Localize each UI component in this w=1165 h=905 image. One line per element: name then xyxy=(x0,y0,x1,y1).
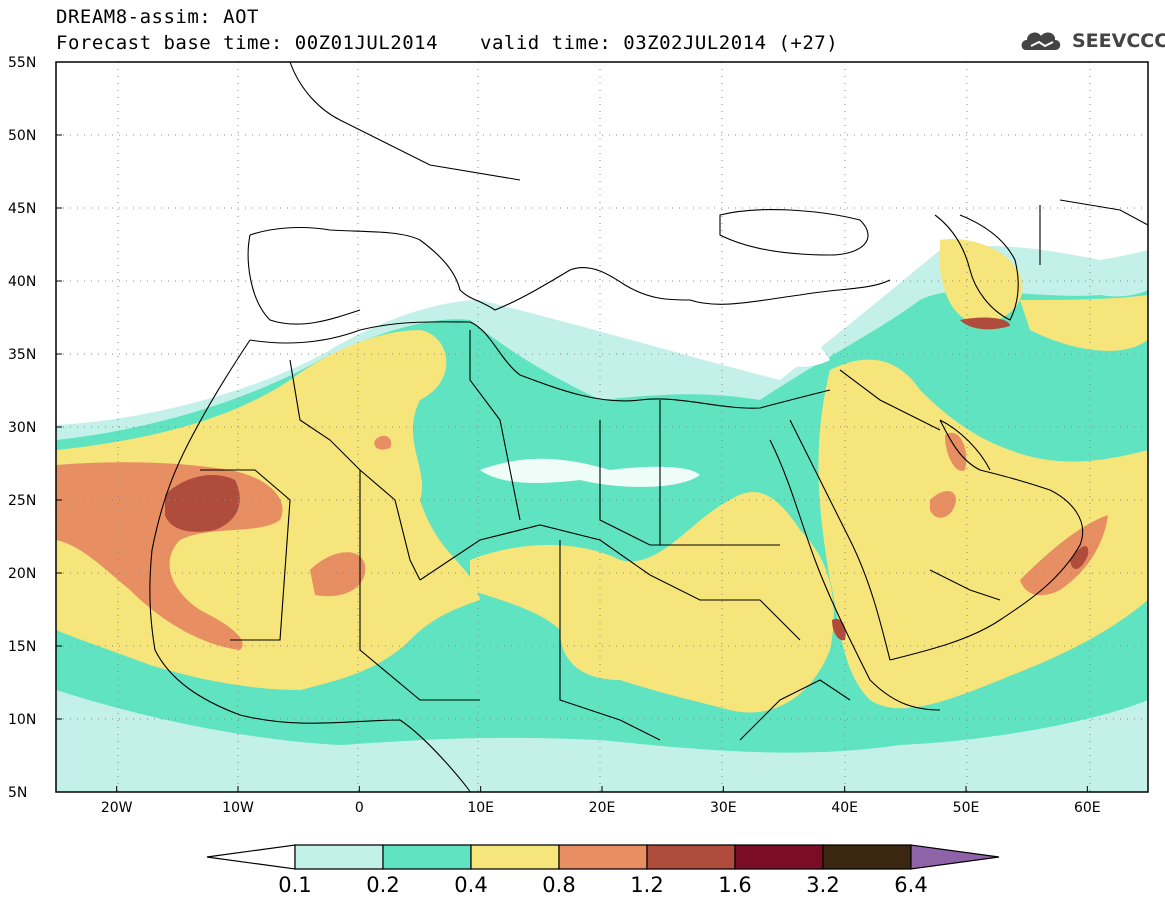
colorbar-swatch xyxy=(822,844,912,870)
valid-time: valid time: 03Z02JUL2014 (+27) xyxy=(480,32,839,54)
lon-tick-label: 40E xyxy=(831,800,858,816)
colorbar-label: 3.2 xyxy=(806,873,839,897)
lat-tick-label: 50N xyxy=(8,128,36,144)
lon-tick-label: 20E xyxy=(589,800,616,816)
lon-tick-label: 20W xyxy=(101,800,133,816)
lon-tick-label: 10E xyxy=(467,800,494,816)
colorbar-label: 0.2 xyxy=(366,873,399,897)
lon-tick-label: 0 xyxy=(355,800,364,816)
colorbar-low-arrow xyxy=(206,844,296,870)
colorbar-swatch xyxy=(470,844,560,870)
lon-tick-label: 60E xyxy=(1074,800,1101,816)
chart-title: DREAM8-assim: AOT xyxy=(56,6,259,28)
colorbar-swatch xyxy=(558,844,648,870)
colorbar-label: 0.4 xyxy=(454,873,487,897)
lat-tick-label: 45N xyxy=(8,201,36,217)
colorbar-label: 1.6 xyxy=(718,873,751,897)
colorbar-high-arrow xyxy=(910,844,1000,870)
logo-text: SEEVCCC xyxy=(1072,30,1165,52)
cloud-logo-icon xyxy=(1021,32,1061,50)
lon-tick-label: 30E xyxy=(710,800,737,816)
aot-level-0.4-central xyxy=(470,491,834,713)
lat-tick-label: 40N xyxy=(8,274,36,290)
colorbar-label: 0.8 xyxy=(542,873,575,897)
lat-tick-label: 25N xyxy=(8,493,36,509)
lat-tick-label: 20N xyxy=(8,566,36,582)
aot-level-1.2 xyxy=(165,475,240,532)
colorbar-label: 0.1 xyxy=(278,873,311,897)
lon-tick-label: 10W xyxy=(222,800,254,816)
colorbar-swatch xyxy=(734,844,824,870)
colorbar-swatch xyxy=(294,844,384,870)
coastlines xyxy=(149,62,1148,792)
lat-tick-label: 55N xyxy=(8,55,36,71)
lat-tick-label: 35N xyxy=(8,347,36,363)
lat-tick-label: 10N xyxy=(8,712,36,728)
lon-tick-label: 50E xyxy=(953,800,980,816)
aot-level-0.4-east xyxy=(818,359,1148,709)
colorbar-swatch xyxy=(646,844,736,870)
lat-tick-label: 15N xyxy=(8,639,36,655)
colorbar-label: 6.4 xyxy=(894,873,927,897)
colorbar-label: 1.2 xyxy=(630,873,663,897)
lat-tick-label: 30N xyxy=(8,420,36,436)
lat-tick-label: 5N xyxy=(8,785,27,801)
colorbar-swatch xyxy=(382,844,472,870)
forecast-base-time: Forecast base time: 00Z01JUL2014 xyxy=(56,32,439,54)
colorbar xyxy=(206,844,1000,870)
